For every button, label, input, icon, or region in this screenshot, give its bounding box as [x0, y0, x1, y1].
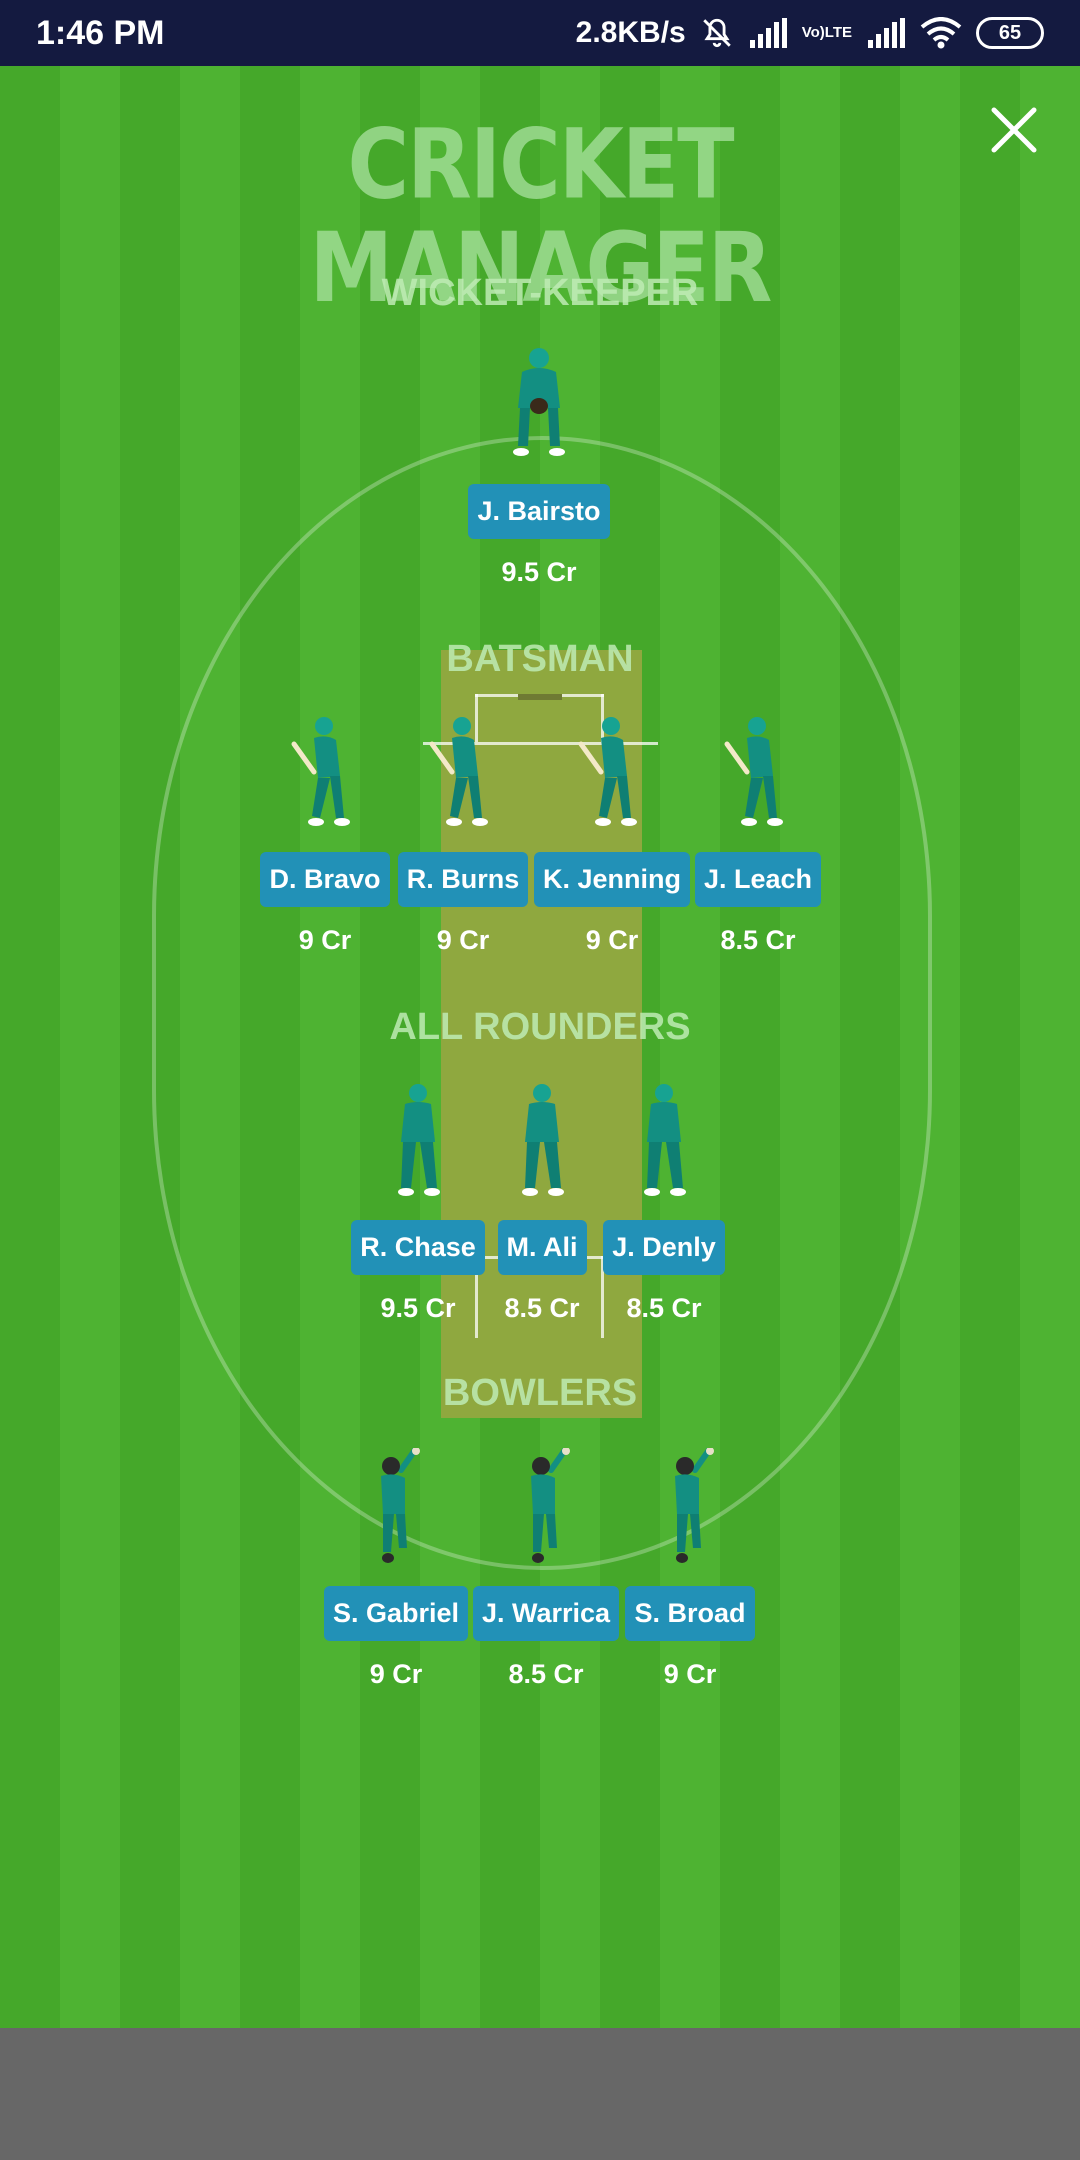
player-price: 8.5 Cr — [720, 925, 796, 955]
stumps — [518, 694, 562, 700]
player-name-badge[interactable]: J. Denly — [603, 1220, 725, 1275]
player-price: 9.5 Cr — [501, 557, 577, 587]
section-title-batsman: BATSMAN — [446, 638, 634, 680]
volte-icon: Vo) LTE — [801, 24, 852, 41]
cricket-field: CRICKET MANAGER WICKET-KEEPER BATSMAN AL… — [0, 66, 1080, 2028]
player-price: 8.5 Cr — [626, 1293, 702, 1323]
status-time: 1:46 PM — [36, 13, 165, 52]
bowler-figure-icon — [381, 1448, 420, 1563]
player-name-badge[interactable]: J. Leach — [694, 852, 822, 907]
player-card[interactable]: M. Ali 8.5 Cr — [462, 1082, 622, 1324]
all-rounder-figure-icon — [398, 1084, 440, 1196]
crease-line — [423, 742, 658, 745]
crease-line — [475, 694, 478, 742]
crease-line — [475, 1256, 478, 1338]
all-rounder-figure-icon — [522, 1084, 564, 1196]
section-title-wicket-keeper: WICKET-KEEPER — [381, 272, 699, 314]
crease-line — [601, 694, 604, 742]
player-card[interactable]: J. Warrica 8.5 Cr — [466, 1448, 626, 1690]
status-bar: 1:46 PM 2.8KB/s Vo) LTE 65 — [0, 0, 1080, 66]
player-name-badge[interactable]: K. Jenning — [533, 852, 690, 907]
all-rounder-figure-icon — [644, 1084, 686, 1196]
player-card[interactable]: R. Chase 9.5 Cr — [338, 1082, 498, 1324]
player-name-badge[interactable]: D. Bravo — [260, 852, 390, 907]
bowler-figure-icon — [531, 1448, 570, 1563]
player-price: 8.5 Cr — [508, 1659, 584, 1689]
bowler-figure-icon — [675, 1448, 714, 1563]
batsman-figure-icon — [724, 717, 783, 826]
player-name-badge[interactable]: S. Broad — [625, 1586, 755, 1641]
player-card[interactable]: J. Denly 8.5 Cr — [584, 1082, 744, 1324]
wifi-icon — [920, 17, 962, 49]
batsman-figure-icon — [291, 717, 350, 826]
field-boundary — [152, 436, 932, 1570]
close-button[interactable] — [986, 102, 1042, 158]
signal-icon — [748, 18, 788, 48]
player-price: 9 Cr — [436, 925, 490, 955]
player-card[interactable]: S. Broad 9 Cr — [610, 1448, 770, 1690]
wicket-keeper-figure-icon — [513, 348, 565, 456]
player-name-badge[interactable]: M. Ali — [497, 1220, 587, 1275]
player-name-badge[interactable]: J. Warrica — [472, 1586, 620, 1641]
player-card[interactable]: S. Gabriel 9 Cr — [316, 1448, 476, 1690]
section-title-all-rounders: ALL ROUNDERS — [389, 1006, 691, 1048]
player-price: 8.5 Cr — [504, 1293, 580, 1323]
batsman-figure-icon — [578, 717, 637, 826]
player-name-badge[interactable]: J. Bairsto — [468, 484, 610, 539]
signal-icon-2 — [866, 18, 906, 48]
section-title-bowlers: BOWLERS — [442, 1372, 638, 1414]
crease-line — [601, 1256, 604, 1338]
player-card[interactable]: R. Burns 9 Cr — [383, 714, 543, 956]
player-name-badge[interactable]: R. Chase — [351, 1220, 485, 1275]
player-price: 9.5 Cr — [380, 1293, 456, 1323]
player-card[interactable]: D. Bravo 9 Cr — [245, 714, 405, 956]
player-price: 9 Cr — [298, 925, 352, 955]
player-name-badge[interactable]: R. Burns — [397, 852, 529, 907]
close-icon — [991, 107, 1037, 153]
bottom-bar — [0, 2028, 1080, 2160]
player-price: 9 Cr — [369, 1659, 423, 1689]
batsman-figure-icon — [429, 717, 488, 826]
battery-icon: 65 — [976, 17, 1044, 49]
player-price: 9 Cr — [585, 925, 639, 955]
player-card[interactable]: J. Bairsto 9.5 Cr — [459, 346, 619, 588]
bell-muted-icon — [700, 16, 734, 50]
player-price: 9 Cr — [663, 1659, 717, 1689]
status-icons: 2.8KB/s Vo) LTE 65 — [576, 16, 1044, 50]
player-card[interactable]: J. Leach 8.5 Cr — [678, 714, 838, 956]
app-logo: CRICKET MANAGER — [309, 107, 773, 325]
network-speed: 2.8KB/s — [575, 16, 686, 49]
player-card[interactable]: K. Jenning 9 Cr — [532, 714, 692, 956]
player-name-badge[interactable]: S. Gabriel — [323, 1586, 469, 1641]
